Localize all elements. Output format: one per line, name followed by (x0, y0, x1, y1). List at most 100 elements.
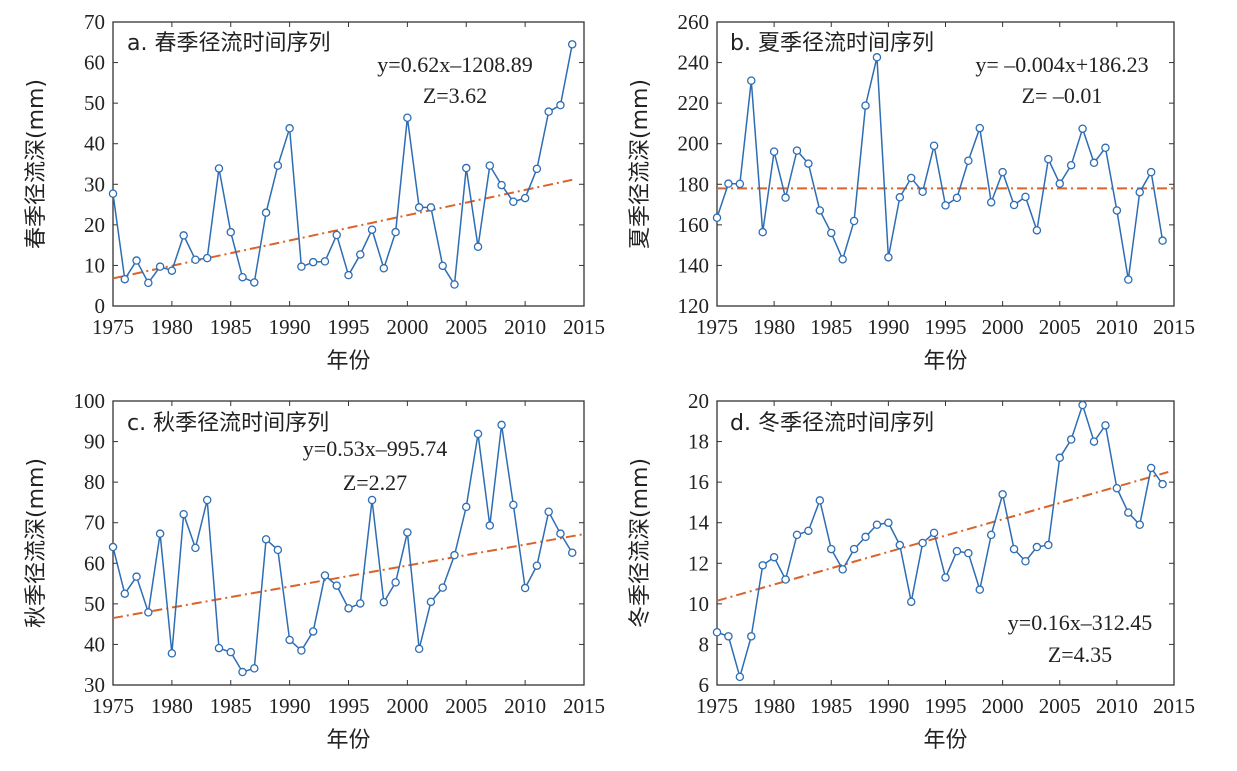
data-point (520, 193, 530, 203)
z-statistic: Z=4.35 (1048, 642, 1112, 667)
data-point (179, 509, 188, 519)
data-point (308, 627, 318, 636)
data-point (250, 278, 259, 287)
data-point (724, 632, 733, 641)
data-point (108, 189, 118, 198)
x-tick-label: 1995 (925, 694, 967, 718)
data-point (747, 632, 756, 641)
y-tick-label: 240 (678, 51, 710, 75)
data-point (941, 201, 950, 210)
chart-panel-4: 1975 1980 1985 1990 1995 2000 2005 2010 2015 6 8 10… (628, 389, 1195, 753)
data-point (804, 526, 813, 536)
x-tick-label: 1985 (210, 315, 252, 339)
y-tick-label: 260 (678, 10, 710, 34)
data-point (485, 521, 495, 530)
data-point (1044, 154, 1053, 164)
data-point (214, 643, 224, 653)
x-tick-label: 2005 (1039, 315, 1081, 339)
series-line (716, 402, 1164, 680)
data-point (403, 528, 412, 537)
data-point (929, 141, 939, 150)
data-point (155, 529, 165, 538)
data-point (461, 502, 471, 512)
data-point (792, 530, 802, 540)
data-point (414, 644, 424, 654)
y-tick-label: 220 (678, 91, 710, 115)
chart-panel-3: 1975 1980 1985 1990 1995 2000 2005 2010 2015 30 40… (24, 389, 605, 753)
x-tick-label: 1990 (867, 694, 909, 718)
data-point (273, 545, 283, 555)
data-point (120, 589, 130, 598)
data-point (1089, 437, 1099, 446)
data-point (884, 253, 893, 262)
data-point (509, 500, 518, 510)
data-point (986, 530, 996, 540)
x-tick-label: 1990 (269, 315, 311, 339)
data-point (167, 649, 177, 658)
data-point (1101, 421, 1110, 430)
data-point (769, 147, 779, 156)
data-point (1124, 275, 1133, 284)
x-tick-label: 1985 (210, 694, 252, 718)
data-point (724, 179, 733, 188)
y-tick-label: 20 (84, 213, 105, 237)
x-tick-label: 2000 (386, 315, 428, 339)
x-tick-label: 2015 (1153, 315, 1195, 339)
y-tick-label: 70 (84, 511, 105, 535)
x-axis-label: 年份 (923, 728, 967, 753)
data-point (1078, 124, 1087, 133)
y-tick-label: 60 (84, 51, 105, 75)
y-tick-label: 30 (84, 673, 105, 697)
data-point (827, 544, 836, 554)
data-point (929, 528, 939, 538)
y-tick-label: 30 (84, 172, 105, 196)
x-tick-label: 1980 (753, 694, 795, 718)
x-tick-label: 2000 (386, 694, 428, 718)
data-point (1135, 187, 1144, 197)
data-point (544, 107, 553, 116)
x-tick-label: 1980 (151, 694, 193, 718)
data-point (952, 193, 962, 203)
data-point (155, 262, 165, 271)
data-point (403, 113, 412, 122)
data-point (906, 597, 916, 607)
x-axis-label: 年份 (326, 349, 370, 374)
data-point (414, 203, 424, 212)
x-tick-label: 1995 (328, 315, 370, 339)
data-point (379, 264, 389, 273)
x-tick-label: 1980 (753, 315, 795, 339)
z-statistic: Z= –0.01 (1022, 83, 1103, 108)
data-point (532, 164, 542, 174)
data-point (485, 161, 495, 170)
data-point (132, 256, 141, 265)
series-line (112, 44, 573, 287)
data-point (202, 495, 212, 505)
data-point (285, 124, 294, 133)
chart-panel-1: 1975 1980 1985 1990 1995 2000 2005 2010 2015 0 10 2… (24, 10, 605, 374)
data-point (849, 216, 859, 226)
data-point (179, 231, 188, 240)
data-point (532, 561, 542, 570)
data-point (261, 208, 271, 217)
data-point (297, 262, 306, 271)
y-tick-label: 100 (74, 389, 106, 413)
data-point (273, 161, 283, 170)
data-point (998, 490, 1007, 499)
data-point (556, 529, 565, 538)
x-tick-label: 2000 (982, 315, 1024, 339)
y-axis-label: 夏季径流深(mm) (628, 79, 653, 249)
data-point (1101, 143, 1110, 153)
data-point (1021, 192, 1030, 202)
data-point (1009, 200, 1019, 210)
data-point (497, 180, 506, 190)
data-point (567, 40, 577, 49)
x-tick-label: 1980 (151, 315, 193, 339)
data-point (473, 242, 483, 252)
data-point (884, 518, 893, 527)
data-point (226, 647, 235, 657)
chart-panel-2: 1975 1980 1985 1990 1995 2000 2005 2010 2015 120 1… (628, 10, 1195, 374)
data-point (838, 255, 847, 264)
data-point (438, 583, 447, 592)
data-point (285, 635, 294, 645)
data-point (1146, 167, 1156, 177)
